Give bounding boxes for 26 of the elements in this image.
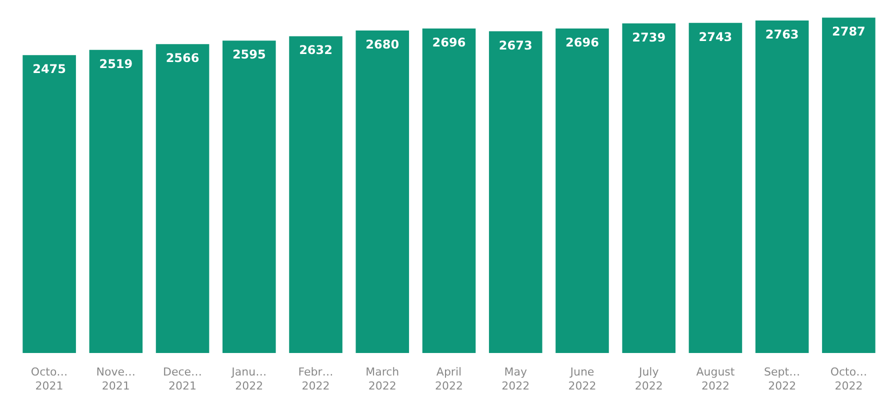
data-label: 2673: [498, 38, 532, 52]
data-label: 2739: [632, 30, 666, 44]
data-label: 2696: [432, 36, 466, 50]
x-tick-label: April 2022: [435, 366, 463, 392]
x-tick-label: May 2022: [502, 366, 530, 392]
data-label: 2519: [99, 56, 133, 71]
x-tick-label: Sept… 2022: [764, 366, 800, 392]
data-label: 2680: [366, 37, 400, 52]
x-tick-label: July 2022: [634, 366, 663, 392]
data-label: 2743: [698, 30, 732, 44]
data-label: 2475: [32, 62, 66, 76]
data-label: 2696: [566, 36, 599, 50]
x-tick-label: Dece… 2021: [163, 366, 202, 392]
data-label: 2763: [765, 27, 799, 42]
x-tick-label: August 2022: [696, 366, 736, 392]
data-label: 2632: [299, 43, 332, 58]
x-tick-label: Nove… 2021: [96, 366, 136, 392]
data-label: 2566: [166, 51, 200, 66]
data-label: 2787: [832, 24, 866, 39]
x-tick-label: June 2022: [568, 366, 596, 392]
x-tick-label: Janu… 2022: [230, 366, 267, 392]
data-label: 2595: [232, 48, 266, 62]
x-tick-label: Octo… 2021: [30, 366, 68, 392]
x-tick-label: Octo… 2022: [830, 366, 868, 392]
x-tick-label: Febr… 2022: [298, 366, 334, 392]
x-tick-label: March 2022: [366, 366, 400, 392]
